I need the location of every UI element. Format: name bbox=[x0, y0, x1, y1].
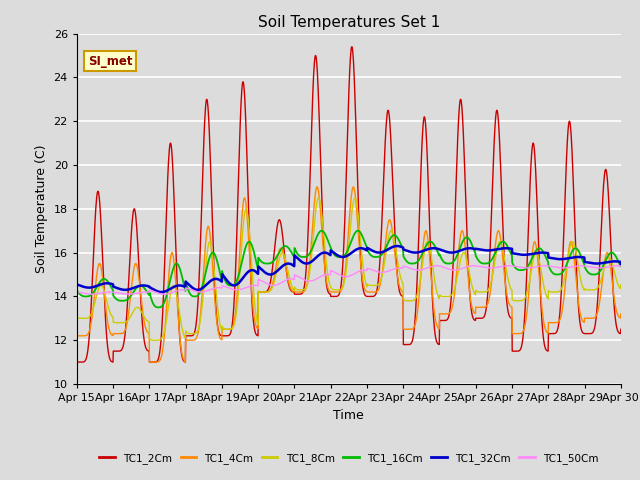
TC1_32Cm bbox=[617, 262, 625, 267]
TC1_50Cm bbox=[602, 264, 609, 270]
TC1_4Cm bbox=[338, 287, 346, 292]
TC1_16Cm bbox=[323, 236, 331, 241]
TC1_4Cm bbox=[602, 253, 609, 259]
TC1_8Cm bbox=[617, 282, 625, 288]
TC1_50Cm bbox=[100, 289, 108, 295]
TC1_2Cm bbox=[76, 359, 84, 365]
TC1_4Cm bbox=[324, 283, 332, 289]
TC1_2Cm bbox=[602, 167, 609, 172]
Legend: TC1_2Cm, TC1_4Cm, TC1_8Cm, TC1_16Cm, TC1_32Cm, TC1_50Cm: TC1_2Cm, TC1_4Cm, TC1_8Cm, TC1_16Cm, TC1… bbox=[95, 449, 602, 468]
TC1_50Cm bbox=[505, 263, 513, 269]
TC1_32Cm bbox=[73, 281, 81, 287]
TC1_2Cm bbox=[502, 286, 509, 291]
Line: TC1_32Cm: TC1_32Cm bbox=[77, 246, 621, 292]
Line: TC1_8Cm: TC1_8Cm bbox=[77, 198, 621, 340]
TC1_32Cm bbox=[338, 254, 346, 260]
TC1_2Cm bbox=[602, 167, 609, 173]
TC1_32Cm bbox=[502, 245, 509, 251]
TC1_8Cm bbox=[602, 261, 609, 266]
TC1_32Cm bbox=[602, 260, 609, 265]
TC1_8Cm bbox=[502, 263, 509, 269]
TC1_32Cm bbox=[100, 281, 108, 287]
TC1_2Cm bbox=[348, 44, 356, 50]
TC1_32Cm bbox=[393, 243, 401, 249]
TC1_8Cm bbox=[100, 290, 108, 296]
TC1_16Cm bbox=[338, 254, 346, 260]
TC1_50Cm bbox=[602, 264, 609, 270]
TC1_2Cm bbox=[101, 304, 109, 310]
TC1_50Cm bbox=[338, 273, 346, 279]
TC1_4Cm bbox=[502, 283, 509, 289]
TC1_50Cm bbox=[73, 289, 81, 295]
TC1_8Cm bbox=[73, 314, 81, 320]
TC1_2Cm bbox=[73, 359, 81, 365]
Line: TC1_2Cm: TC1_2Cm bbox=[77, 47, 621, 362]
TC1_8Cm bbox=[152, 337, 159, 343]
TC1_8Cm bbox=[351, 195, 359, 201]
TC1_8Cm bbox=[338, 286, 346, 292]
Title: Soil Temperatures Set 1: Soil Temperatures Set 1 bbox=[258, 15, 440, 30]
TC1_16Cm bbox=[100, 276, 108, 282]
TC1_16Cm bbox=[73, 288, 81, 293]
TC1_2Cm bbox=[323, 286, 331, 291]
TC1_2Cm bbox=[617, 326, 625, 332]
TC1_4Cm bbox=[73, 333, 81, 338]
TC1_32Cm bbox=[323, 250, 331, 256]
TC1_4Cm bbox=[150, 359, 157, 365]
TC1_16Cm bbox=[617, 263, 625, 268]
TC1_16Cm bbox=[602, 258, 609, 264]
TC1_50Cm bbox=[161, 291, 168, 297]
TC1_16Cm bbox=[502, 240, 509, 246]
Line: TC1_50Cm: TC1_50Cm bbox=[77, 266, 621, 294]
Y-axis label: Soil Temperature (C): Soil Temperature (C) bbox=[35, 144, 48, 273]
TC1_50Cm bbox=[617, 263, 625, 269]
TC1_32Cm bbox=[602, 260, 609, 265]
TC1_2Cm bbox=[338, 277, 346, 283]
TC1_8Cm bbox=[602, 260, 609, 265]
Text: SI_met: SI_met bbox=[88, 55, 132, 68]
TC1_50Cm bbox=[502, 263, 509, 269]
TC1_4Cm bbox=[602, 255, 609, 261]
TC1_4Cm bbox=[617, 311, 625, 317]
Line: TC1_16Cm: TC1_16Cm bbox=[77, 231, 621, 307]
Line: TC1_4Cm: TC1_4Cm bbox=[77, 187, 621, 362]
TC1_4Cm bbox=[100, 293, 108, 299]
X-axis label: Time: Time bbox=[333, 408, 364, 421]
TC1_32Cm bbox=[157, 289, 165, 295]
TC1_50Cm bbox=[323, 272, 331, 277]
TC1_16Cm bbox=[602, 258, 609, 264]
TC1_16Cm bbox=[155, 304, 163, 310]
TC1_4Cm bbox=[313, 184, 321, 190]
TC1_8Cm bbox=[323, 267, 331, 273]
TC1_16Cm bbox=[354, 228, 362, 234]
